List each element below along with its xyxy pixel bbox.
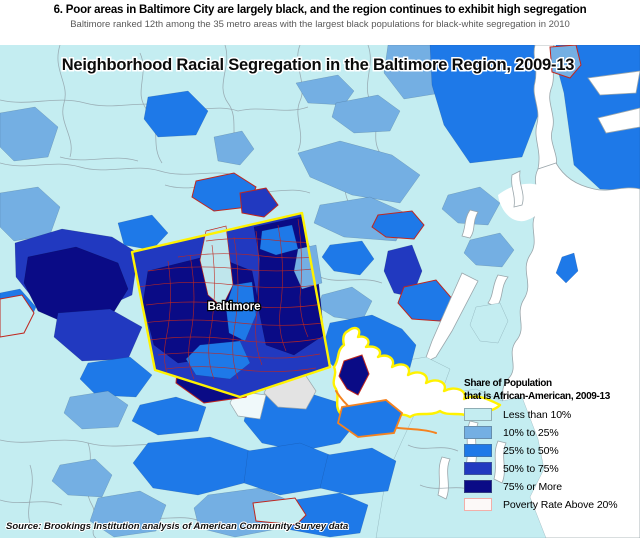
- legend-swatch-less-than-10: [464, 408, 492, 421]
- legend-label: 10% to 25%: [503, 426, 559, 439]
- legend-label: 50% to 75%: [503, 462, 559, 475]
- west-county-tracts: [0, 90, 255, 430]
- legend-item-poverty: Poverty Rate Above 20%: [464, 498, 618, 511]
- legend-item: 10% to 25%: [464, 426, 618, 439]
- curtis-bay-tract: [336, 399, 404, 438]
- legend-item: Less than 10%: [464, 408, 618, 421]
- baltimore-segregation-map: Neighborhood Racial Segregation in the B…: [0, 45, 640, 538]
- legend-item: 50% to 75%: [464, 462, 618, 475]
- baltimore-city-tracts: [131, 212, 331, 398]
- north-city-edge-tracts: [191, 172, 279, 218]
- legend-swatch-50-75: [464, 462, 492, 475]
- legend-label: Less than 10%: [503, 408, 572, 421]
- legend-swatch-25-50: [464, 444, 492, 457]
- map-legend: Share of Population that is African-Amer…: [464, 377, 618, 511]
- legend-item: 75% or More: [464, 480, 618, 493]
- top-right-poverty-tract: [549, 45, 582, 79]
- legend-label: Poverty Rate Above 20%: [503, 498, 618, 511]
- baltimore-city-label: Baltimore: [207, 301, 260, 313]
- legend-title-line1: Share of Population: [464, 378, 552, 389]
- figure-header: 6. Poor areas in Baltimore City are larg…: [0, 0, 640, 30]
- legend-swatch-75-or-more: [464, 480, 492, 493]
- source-note: Source: Brookings Institution analysis o…: [6, 521, 348, 532]
- figure-subtitle: Baltimore ranked 12th among the 35 metro…: [70, 19, 570, 30]
- city-poverty-tract-grid: [137, 214, 330, 380]
- legend-item: 25% to 50%: [464, 444, 618, 457]
- figure-title: 6. Poor areas in Baltimore City are larg…: [53, 4, 587, 16]
- legend-swatch-10-25: [464, 426, 492, 439]
- south-county-tracts: [51, 436, 397, 538]
- northeast-county-tracts: [295, 74, 501, 322]
- legend-label: 25% to 50%: [503, 444, 559, 457]
- marine-terminal-tract: [338, 354, 370, 396]
- city-boundary-outline: [130, 211, 332, 399]
- map-title: Neighborhood Racial Segregation in the B…: [62, 56, 575, 74]
- legend-title-line2: that is African-American, 2009-13: [464, 391, 610, 402]
- legend-label: 75% or More: [503, 480, 563, 493]
- legend-swatch-poverty-rate: [464, 498, 492, 511]
